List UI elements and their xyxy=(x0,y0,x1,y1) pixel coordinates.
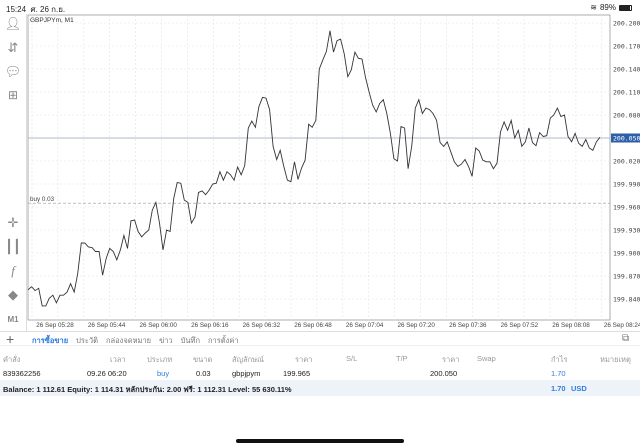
time-tick-label: 26 Sep 07:36 xyxy=(449,322,487,329)
objects-icon[interactable]: ◆ xyxy=(8,287,18,302)
tab-trade[interactable]: การซื้อขาย xyxy=(32,336,69,345)
price-series-line xyxy=(27,30,601,307)
time-tick-label: 26 Sep 07:04 xyxy=(346,322,384,329)
chart-frame xyxy=(27,14,611,321)
balance-row: Balance: 1 112.61 Equity: 1 114.31 หลักป… xyxy=(0,380,640,396)
col-profit: กำไร xyxy=(551,355,568,364)
price-tick-label: 200.080 xyxy=(613,112,640,120)
layout-icon[interactable]: ⧉ xyxy=(622,333,630,344)
price-chart[interactable]: 200.200 200.170 200.140 200.110 200.080 200.0… xyxy=(0,0,640,332)
order-time: 09.26 06:20 xyxy=(87,369,127,378)
balance-summary: Balance: 1 112.61 Equity: 1 114.31 หลักป… xyxy=(3,385,292,394)
status-date: ศ. 26 ก.ย. xyxy=(30,5,66,14)
home-indicator[interactable] xyxy=(236,439,404,443)
price-tick-label: 199.870 xyxy=(613,273,640,281)
crosshair-icon[interactable]: ✛ xyxy=(7,215,19,230)
order-label: buy 0.03 xyxy=(30,196,55,203)
col-type: ประเภท xyxy=(147,355,173,364)
time-tick-label: 26 Sep 06:16 xyxy=(191,322,229,329)
candlestick-icon[interactable]: ┃┃ xyxy=(5,239,21,254)
col-open-price: ราคา xyxy=(295,355,313,364)
price-tick-label: 200.110 xyxy=(613,89,640,97)
price-tick-label: 200.200 xyxy=(613,20,640,28)
time-tick-label: 26 Sep 06:32 xyxy=(243,322,281,329)
status-bar: 15:24 ศ. 26 ก.ย. ≋ 89% xyxy=(0,0,640,14)
trade-arrows-icon[interactable]: ⇵ xyxy=(7,40,19,55)
col-price: ราคา xyxy=(442,355,460,364)
price-tick-label: 199.840 xyxy=(613,296,640,304)
col-size: ขนาด xyxy=(193,355,213,364)
total-profit: 1.70 xyxy=(551,384,566,393)
price-tick-label: 199.930 xyxy=(613,227,640,235)
status-clock: 15:24 xyxy=(6,5,27,14)
tab-journal[interactable]: บันทึก xyxy=(180,336,201,345)
order-size: 0.03 xyxy=(196,369,211,378)
price-tick-label: 199.900 xyxy=(613,250,640,258)
battery-percent: 89% xyxy=(599,3,616,12)
time-tick-label: 26 Sep 06:00 xyxy=(139,322,177,329)
current-price-label: 200.050 xyxy=(613,135,640,143)
battery-icon xyxy=(619,4,632,11)
order-id: 839362256 xyxy=(3,369,41,378)
new-order-icon[interactable]: ⊞ xyxy=(7,88,19,102)
tab-news[interactable]: ข่าว xyxy=(159,336,173,345)
col-swap: Swap xyxy=(477,354,496,363)
chart-symbol-label: GBPJPYm, M1 xyxy=(30,17,74,24)
col-tp: T/P xyxy=(396,354,408,363)
order-open-price: 199.965 xyxy=(283,369,311,378)
indicators-icon[interactable]: f xyxy=(11,263,15,278)
current-price-badge xyxy=(611,133,640,143)
account-icon[interactable]: 👤︎ xyxy=(4,16,22,31)
table-row[interactable]: 839362256 09.26 06:20 buy 0.03 gbpjpym 1… xyxy=(0,365,640,380)
tab-list: การซื้อขาย ประวัติ กล่องจดหมาย ข่าว บันท… xyxy=(32,335,239,347)
col-symbol: สัญลักษณ์ xyxy=(232,355,265,364)
chat-icon[interactable]: 💬︎ xyxy=(4,64,22,79)
price-tick-label: 200.140 xyxy=(613,66,640,74)
tab-history[interactable]: ประวัติ xyxy=(76,336,99,345)
timeframe-button[interactable]: M1 xyxy=(7,314,19,324)
currency: USD xyxy=(571,384,587,393)
bottom-tabs: + การซื้อขาย ประวัติ กล่องจดหมาย ข่าว บั… xyxy=(0,331,640,347)
col-time: เวลา xyxy=(110,355,126,364)
col-order: คำสั่ง xyxy=(3,355,21,364)
time-tick-label: 26 Sep 08:08 xyxy=(552,322,590,329)
time-tick-label: 26 Sep 07:20 xyxy=(397,322,435,329)
table-header: คำสั่ง เวลา ประเภท ขนาด สัญลักษณ์ ราคา S… xyxy=(0,350,640,365)
status-time: 15:24 ศ. 26 ก.ย. xyxy=(6,3,65,16)
col-comment: หมายเหตุ xyxy=(600,355,631,364)
tab-settings[interactable]: การตั้งค่า xyxy=(208,336,239,345)
time-tick-label: 26 Sep 06:48 xyxy=(294,322,332,329)
order-profit: 1.70 xyxy=(551,369,566,378)
price-tick-label: 200.170 xyxy=(613,43,640,51)
wifi-icon: ≋ xyxy=(590,3,597,12)
left-toolbar: 👤︎ ⇵ 💬︎ ⊞ ✛ ┃┃ f ◆ M1 xyxy=(0,14,27,332)
add-icon[interactable]: + xyxy=(6,331,15,347)
time-tick-label: 26 Sep 07:52 xyxy=(501,322,539,329)
time-tick-label: 26 Sep 08:24 xyxy=(604,322,640,329)
price-tick-label: 199.960 xyxy=(613,204,640,212)
price-tick-label: 200.020 xyxy=(613,158,640,166)
order-symbol: gbpjpym xyxy=(232,369,261,378)
col-sl: S/L xyxy=(346,354,358,363)
time-tick-label: 26 Sep 05:28 xyxy=(36,322,74,329)
time-tick-label: 26 Sep 05:44 xyxy=(88,322,126,329)
price-tick-label: 199.990 xyxy=(613,181,640,189)
tab-mailbox[interactable]: กล่องจดหมาย xyxy=(106,336,152,345)
order-current-price: 200.050 xyxy=(430,369,458,378)
order-type: buy xyxy=(157,369,170,378)
